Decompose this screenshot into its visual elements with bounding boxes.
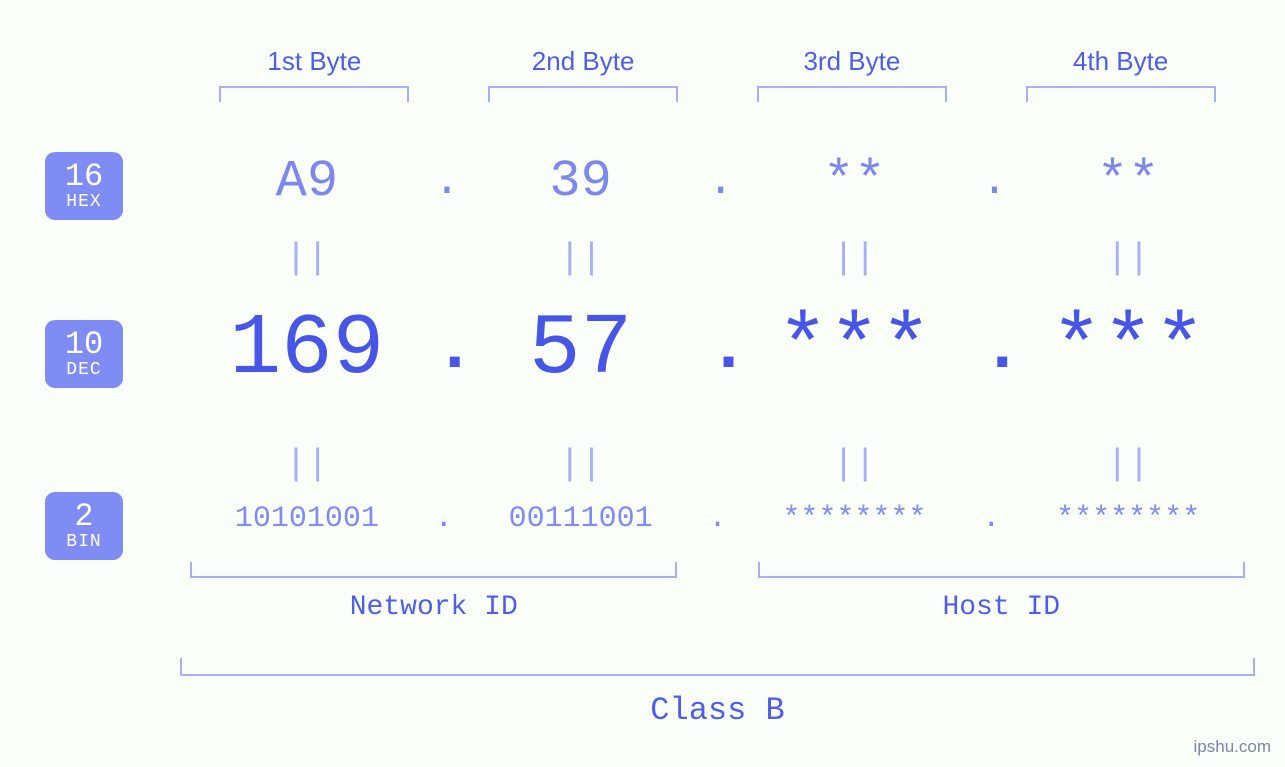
byte-headers-row: 1st Byte 2nd Byte 3rd Byte 4th Byte [180, 46, 1255, 77]
hex-byte-1: A9 [180, 152, 434, 211]
hex-byte-2: 39 [454, 152, 708, 211]
bin-sep-3: . [981, 502, 1001, 536]
bin-byte-3: ******** [728, 502, 982, 536]
byte-bracket-2 [449, 86, 718, 102]
base-badge-dec: 10 DEC [45, 320, 123, 388]
class-bracket: Class B [180, 658, 1255, 729]
hex-byte-4: ** [1001, 152, 1255, 211]
bin-byte-4: ******** [1001, 502, 1255, 536]
byte-header-3: 3rd Byte [718, 46, 987, 77]
hex-sep-1: . [434, 157, 454, 207]
network-id-label: Network ID [350, 592, 518, 623]
host-id-bracket: Host ID [748, 562, 1256, 623]
bin-sep-1: . [434, 502, 454, 536]
base-badge-hex-abbr: HEX [45, 193, 123, 212]
eq-2-1: || [180, 444, 434, 485]
byte-header-4: 4th Byte [986, 46, 1255, 77]
byte-header-2: 2nd Byte [449, 46, 718, 77]
dec-sep-3: . [981, 310, 1001, 389]
hex-sep-2: . [708, 157, 728, 207]
bin-row: 10101001 . 00111001 . ******** . *******… [180, 502, 1255, 536]
byte-header-1: 1st Byte [180, 46, 449, 77]
eq-2-2: || [454, 444, 708, 485]
network-id-bracket: Network ID [180, 562, 688, 623]
watermark: ipshu.com [1194, 737, 1271, 757]
byte-brackets-row [180, 86, 1255, 102]
bin-byte-1: 10101001 [180, 502, 434, 536]
equals-row-2: || || || || [180, 444, 1255, 485]
dec-sep-2: . [708, 310, 728, 389]
eq-1-2: || [454, 238, 708, 279]
eq-1-3: || [728, 238, 982, 279]
base-badge-bin: 2 BIN [45, 492, 123, 560]
dec-byte-4: *** [1001, 300, 1255, 398]
group-brackets: Network ID Host ID [180, 562, 1255, 623]
eq-1-4: || [1001, 238, 1255, 279]
byte-bracket-3 [718, 86, 987, 102]
host-id-label: Host ID [942, 592, 1060, 623]
hex-byte-3: ** [728, 152, 982, 211]
base-badge-hex-number: 16 [45, 160, 123, 194]
dec-byte-2: 57 [454, 300, 708, 398]
hex-row: A9 . 39 . ** . ** [180, 152, 1255, 211]
base-badge-bin-abbr: BIN [45, 533, 123, 552]
byte-bracket-4 [986, 86, 1255, 102]
equals-row-1: || || || || [180, 238, 1255, 279]
base-badge-dec-number: 10 [45, 328, 123, 362]
base-badge-dec-abbr: DEC [45, 361, 123, 380]
dec-byte-1: 169 [180, 300, 434, 398]
byte-bracket-1 [180, 86, 449, 102]
dec-byte-3: *** [728, 300, 982, 398]
base-badge-hex: 16 HEX [45, 152, 123, 220]
dec-sep-1: . [434, 310, 454, 389]
eq-1-1: || [180, 238, 434, 279]
bin-byte-2: 00111001 [454, 502, 708, 536]
base-badge-bin-number: 2 [45, 500, 123, 534]
class-label: Class B [650, 692, 784, 729]
bin-sep-2: . [708, 502, 728, 536]
dec-row: 169 . 57 . *** . *** [180, 300, 1255, 398]
eq-2-3: || [728, 444, 982, 485]
eq-2-4: || [1001, 444, 1255, 485]
hex-sep-3: . [981, 157, 1001, 207]
